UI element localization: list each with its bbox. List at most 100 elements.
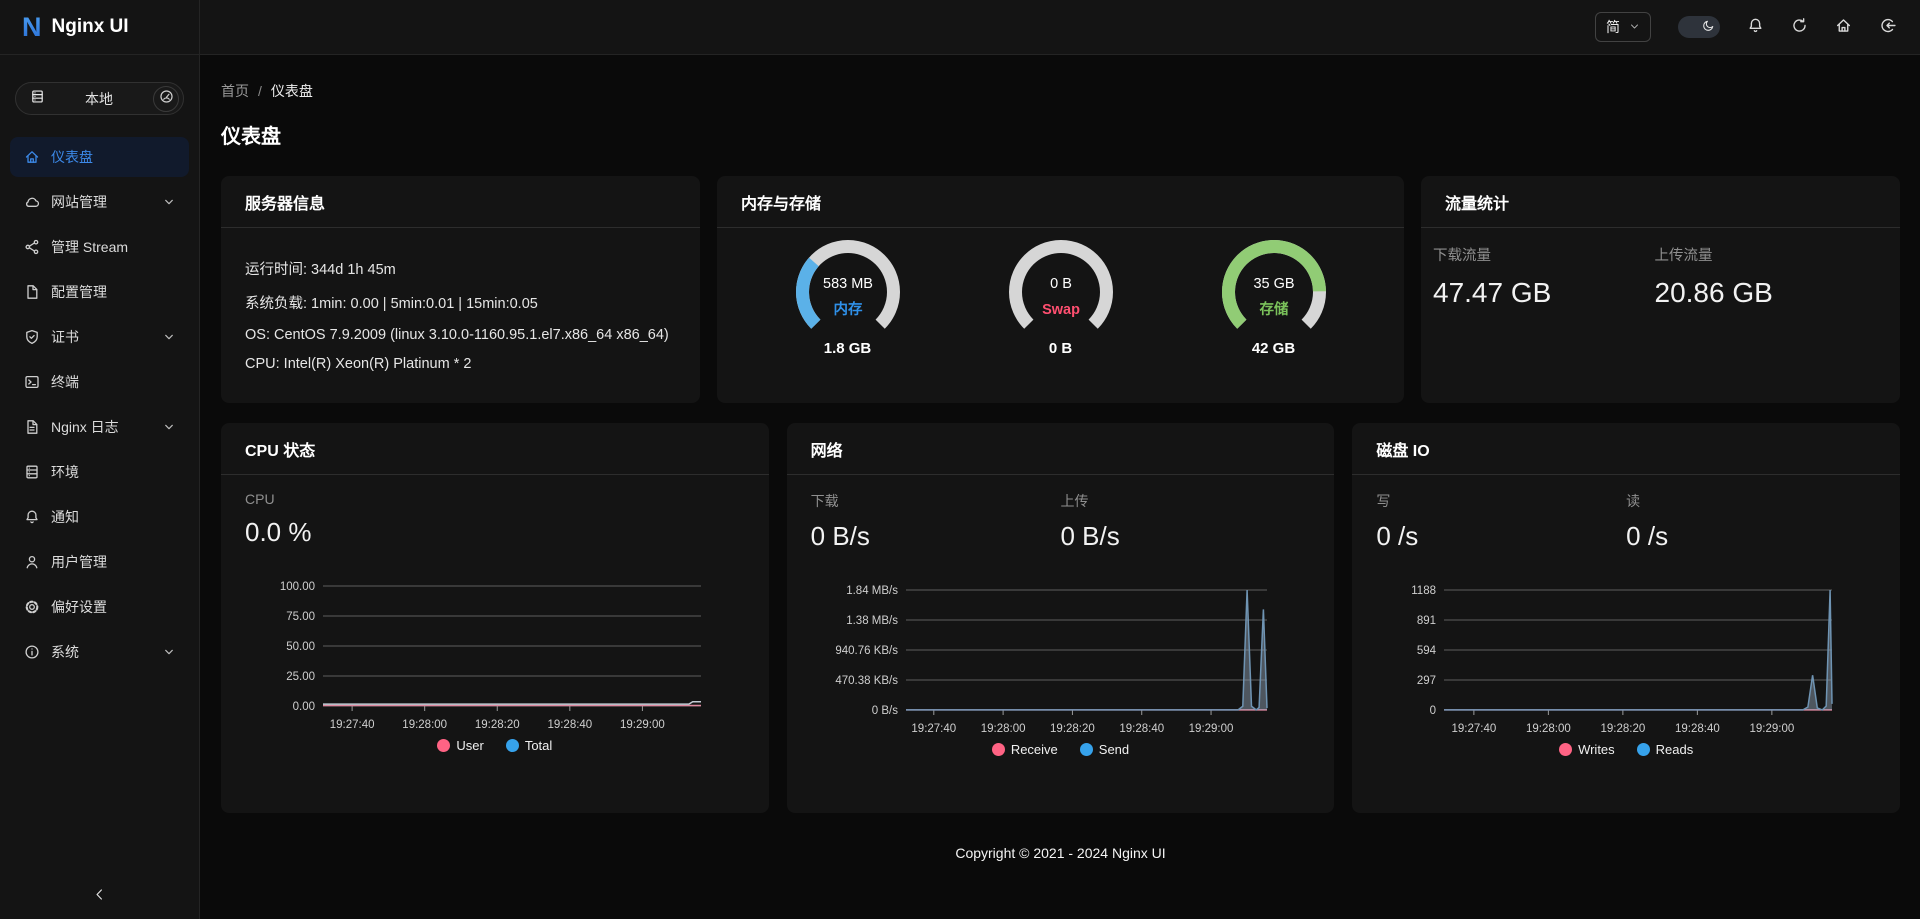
file-icon [24,284,40,300]
logout-icon [1879,17,1896,37]
server-info-line: CPU: Intel(R) Xeon(R) Platinum * 2 [245,356,472,372]
sidebar-item-preferences[interactable]: 偏好设置 [10,587,189,627]
svg-text:583 MB: 583 MB [823,276,873,292]
info-icon [24,644,40,660]
logout-button[interactable] [1879,17,1896,37]
legend-Send[interactable]: Send [1079,742,1129,757]
sidebar-item-label: 通知 [51,509,79,525]
sidebar-item-dashboard[interactable]: 仪表盘 [10,137,189,177]
reload-icon [1791,17,1808,37]
sidebar-item-environments[interactable]: 环境 [10,452,189,492]
chevron-down-icon [163,196,175,208]
environment-selector[interactable]: 本地 [15,82,184,115]
chart-stat: CPU 0.0 % [245,491,312,547]
card-title: CPU 状态 [245,442,316,460]
chevron-left-icon [92,887,107,905]
sidebar-item-label: 网站管理 [51,194,107,210]
legend-dot [1079,743,1093,756]
sidebar-item-users[interactable]: 用户管理 [10,542,189,582]
refresh-button[interactable] [1791,17,1808,37]
server-info-body: 运行时间: 344d 1h 45m 系统负载: 1min: 0.00 | 5min… [221,228,700,403]
home-icon [24,149,40,165]
sidebar-item-label: Nginx 日志 [51,419,119,435]
shield-icon [24,329,40,345]
sidebar-item-label: 终端 [51,374,79,390]
disk-chart: 1188 891 594 297 0 19:27:40 19:28:00 19:28:20 19… [1376,578,1876,738]
legend-Reads[interactable]: Reads [1636,742,1693,757]
user-icon [24,554,40,570]
traffic-card: 流量统计 下载流量 47.47 GB 上传流量 20.86 GB [1421,176,1900,403]
breadcrumb-home[interactable]: 首页 [221,83,249,99]
cards-row-2: CPU 状态 CPU 0.0 % 100.00 75.00 50.00 25.00 0.… [221,423,1900,813]
notifications-button[interactable] [1747,17,1764,37]
gauge-icon [159,89,174,109]
cloud-icon [24,194,40,210]
sidebar-item-streams[interactable]: 管理 Stream [10,227,189,267]
svg-text:25.00: 25.00 [286,671,315,683]
legend-Total[interactable]: Total [505,738,552,753]
svg-text:19:28:00: 19:28:00 [402,719,447,731]
chevron-down-icon [163,331,175,343]
svg-text:470.38 KB/s: 470.38 KB/s [835,675,898,687]
breadcrumb-current: 仪表盘 [270,83,313,99]
gauge-Swap: 0 B Swap 0 B [1001,238,1121,357]
sidebar-item-system[interactable]: 系统 [10,632,189,672]
svg-text:1188: 1188 [1412,585,1437,597]
svg-text:1.38 MB/s: 1.38 MB/s [846,615,898,627]
language-select[interactable]: 简 [1595,12,1651,42]
sidebar-item-label: 偏好设置 [51,599,107,615]
sidebar-item-terminal[interactable]: 终端 [10,362,189,402]
gauges-body: 583 MB 内存 1.8 GB 0 B Swap 0 B 35 GB 存储 42 GB [717,228,1404,403]
app-title: Nginx UI [51,16,129,37]
svg-text:0 B: 0 B [1050,276,1072,292]
svg-text:19:29:00: 19:29:00 [1750,723,1795,735]
main-area: 简 首页 / 仪表盘 仪表盘 服务器信息 运行时间: 344d 1h 45m 系统负载… [200,0,1920,919]
legend-Writes[interactable]: Writes [1559,742,1615,757]
card-title: 内存与存储 [741,195,822,213]
svg-text:19:28:40: 19:28:40 [1119,723,1164,735]
chart-canvas: 100.00 75.00 50.00 25.00 0.00 19:27:40 19:28:0… [280,581,701,731]
chart-canvas: 1.84 MB/s 1.38 MB/s 940.76 KB/s 470.38 KB/s… [835,585,1268,735]
gauge-内存: 583 MB 内存 [795,240,900,329]
chevron-down-icon [163,646,175,658]
card-title: 磁盘 IO [1376,442,1430,460]
svg-text:100.00: 100.00 [280,581,315,593]
svg-text:19:29:00: 19:29:00 [1188,723,1233,735]
server-info-line: 运行时间: 344d 1h 45m [245,261,396,278]
sidebar-item-notifications[interactable]: 通知 [10,497,189,537]
sidebar-item-sites[interactable]: 网站管理 [10,182,189,222]
network-card-body: 下载 0 B/s 上传 0 B/s 1.84 MB/s 1.38 MB/s 940.… [787,475,1335,813]
gauge-存储: 35 GB 存储 [1221,240,1326,329]
svg-text:19:28:00: 19:28:00 [1526,723,1571,735]
sidebar-item-certificates[interactable]: 证书 [10,317,189,357]
theme-toggle[interactable] [1678,16,1720,38]
file-text-icon [24,419,40,435]
legend-Receive[interactable]: Receive [991,742,1058,757]
server-info-line: 系统负载: 1min: 0.00 | 5min:0.01 | 15min:0.0… [245,296,538,312]
sidebar-item-label: 环境 [51,464,79,480]
sidebar-menu: 仪表盘网站管理管理 Stream 配置管理证书终端 Nginx 日志 环境通知用户管理… [0,137,199,677]
environment-gauge-button[interactable] [153,85,179,112]
sidebar-item-configs[interactable]: 配置管理 [10,272,189,312]
chart-stat: 下载 0 B/s [810,493,870,551]
page-content: 首页 / 仪表盘 仪表盘 服务器信息 运行时间: 344d 1h 45m 系统负载: … [200,55,1920,919]
sidebar-item-nginx-logs[interactable]: Nginx 日志 [10,407,189,447]
svg-text:Swap: Swap [1042,302,1080,318]
cpu-card-body: CPU 0.0 % 100.00 75.00 50.00 25.00 0.00 19:27… [221,475,769,813]
logo-n-icon: N [22,11,42,42]
card-title: 网络 [810,442,843,460]
card-title: 服务器信息 [245,195,326,213]
cards-row-1: 服务器信息 运行时间: 344d 1h 45m 系统负载: 1min: 0.00 … [221,176,1900,403]
svg-text:297: 297 [1417,675,1436,687]
svg-text:891: 891 [1417,615,1436,627]
network-card: 网络 下载 0 B/s 上传 0 B/s 1.84 MB/s 1.38 MB/s 9… [786,423,1335,813]
svg-text:940.76 KB/s: 940.76 KB/s [835,645,898,657]
gauge-total: 42 GB [1251,340,1296,357]
svg-text:19:27:40: 19:27:40 [330,719,375,731]
home-button[interactable] [1835,17,1852,37]
sidebar-collapse-button[interactable] [0,887,199,905]
legend-User[interactable]: User [437,738,484,753]
language-value: 简 [1606,19,1620,35]
gauge-total: 0 B [1048,340,1073,357]
cpu-card: CPU 状态 CPU 0.0 % 100.00 75.00 50.00 25.00 0.… [221,423,769,813]
